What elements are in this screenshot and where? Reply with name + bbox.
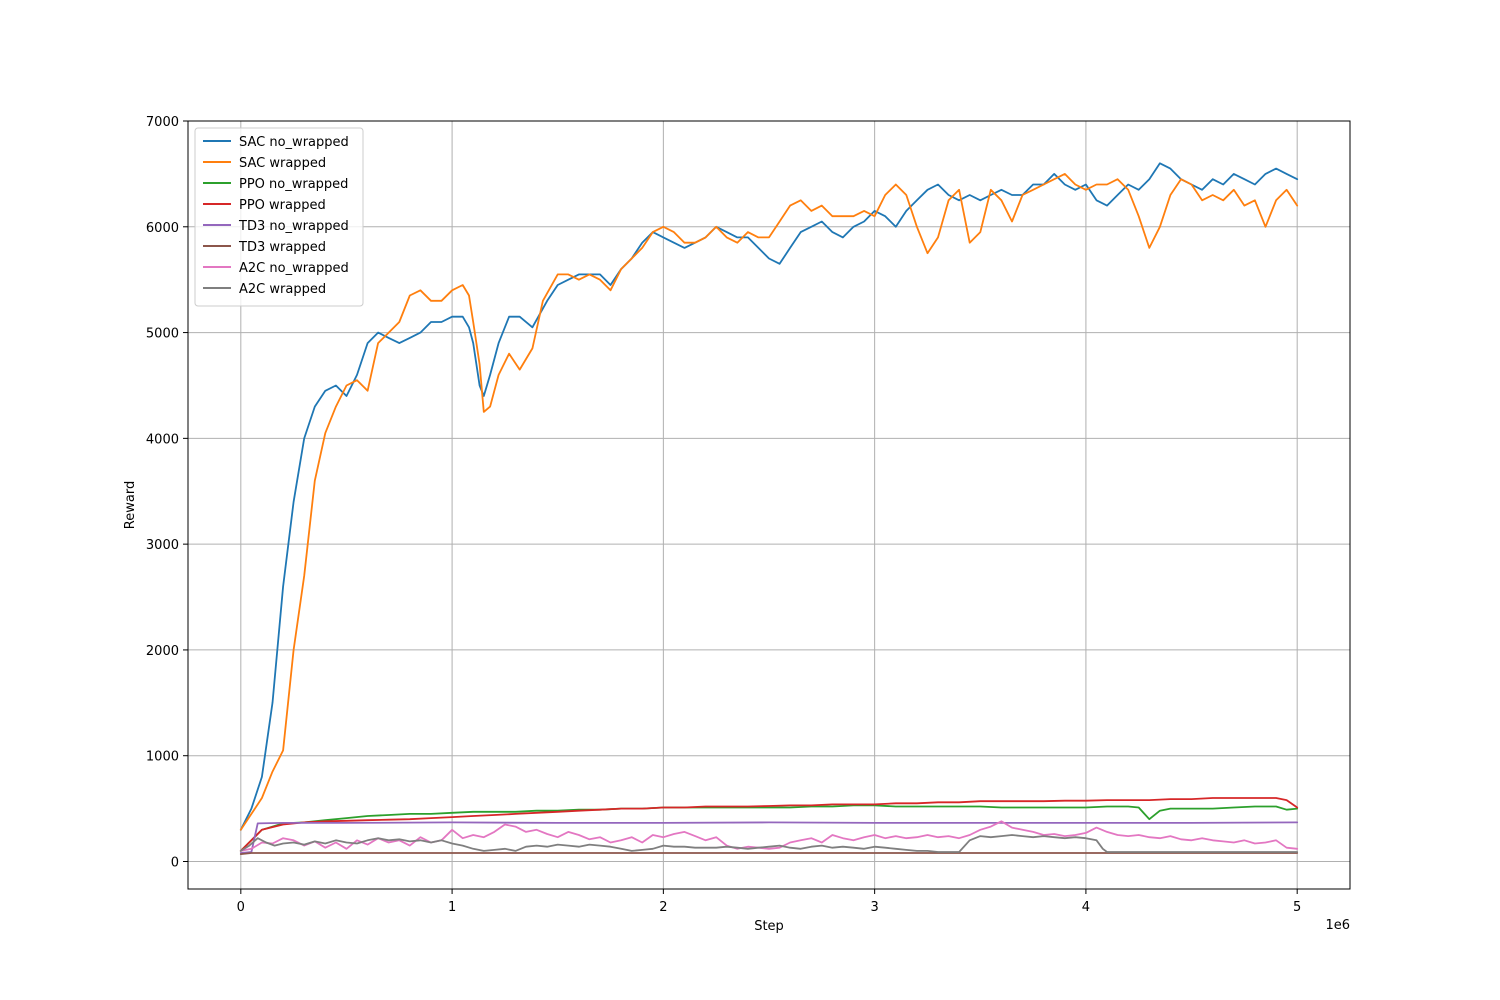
x-tick-label: 2 <box>659 900 667 915</box>
plot-series <box>239 162 1299 855</box>
series-line <box>239 821 1299 854</box>
y-tick-label: 7000 <box>146 115 179 130</box>
series-line <box>239 797 1299 852</box>
x-tick-label: 1 <box>448 900 456 915</box>
series-line <box>239 804 1299 852</box>
y-axis-label: Reward <box>123 481 138 529</box>
y-tick-label: 6000 <box>146 221 179 236</box>
x-axis-offset-label: 1e6 <box>1325 918 1350 933</box>
legend-label: SAC no_wrapped <box>239 135 349 150</box>
series-line <box>239 162 1299 831</box>
y-axis-ticks: 0 1000 2000 3000 4000 5000 6000 7000 <box>146 115 188 870</box>
legend-label: PPO no_wrapped <box>239 177 348 192</box>
x-axis-ticks: 0 1 2 3 4 5 <box>237 889 1301 915</box>
legend-box <box>194 127 364 307</box>
plot-frame <box>187 120 1351 890</box>
legend-label: TD3 no_wrapped <box>238 219 349 234</box>
y-tick-label: 5000 <box>146 327 179 342</box>
series-line <box>239 173 1299 831</box>
legend-label: PPO wrapped <box>239 198 326 213</box>
legend-label: A2C no_wrapped <box>239 261 349 276</box>
x-tick-label: 0 <box>237 900 245 915</box>
x-tick-label: 3 <box>870 900 878 915</box>
x-tick-label: 5 <box>1293 900 1301 915</box>
x-tick-label: 4 <box>1082 900 1090 915</box>
legend: SAC no_wrapped SAC wrapped PPO no_wrapped P… <box>194 127 364 307</box>
y-tick-label: 4000 <box>146 432 179 447</box>
y-tick-label: 3000 <box>146 538 179 553</box>
series-line <box>239 852 1299 855</box>
y-tick-label: 1000 <box>146 750 179 765</box>
series-line <box>239 834 1299 853</box>
y-tick-label: 2000 <box>146 644 179 659</box>
y-tick-label: 0 <box>171 855 179 870</box>
legend-label: SAC wrapped <box>239 156 326 171</box>
legend-label: TD3 wrapped <box>238 240 326 255</box>
x-axis-label: Step <box>754 919 784 934</box>
legend-label: A2C wrapped <box>239 282 326 297</box>
